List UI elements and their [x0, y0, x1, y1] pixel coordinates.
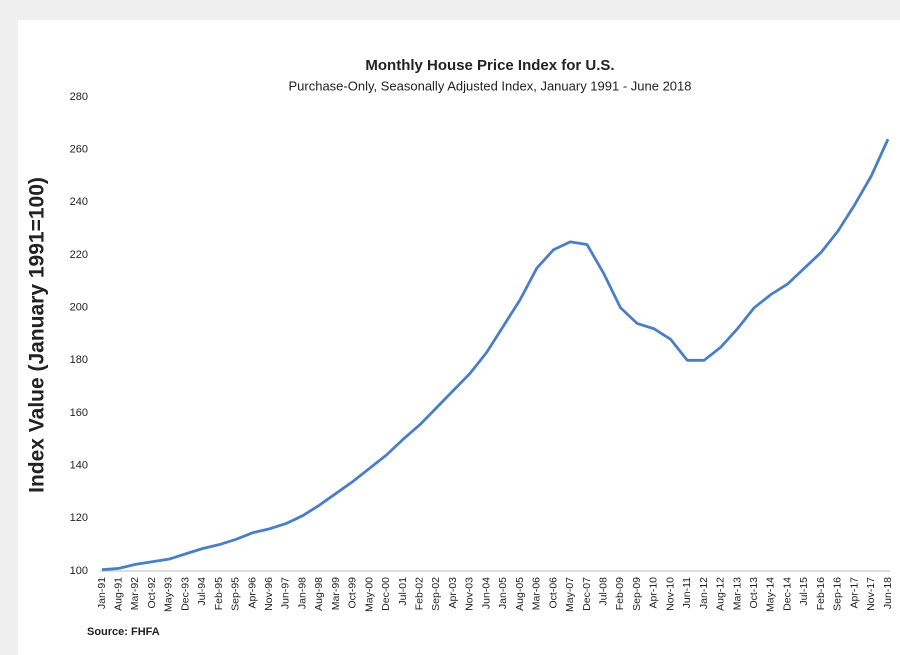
x-tick-label: May-14: [765, 577, 777, 612]
x-tick-label: Oct-13: [748, 577, 760, 609]
x-tick-label: Aug-98: [313, 577, 325, 611]
x-tick-label: Aug-91: [113, 577, 125, 611]
x-tick-label: May-93: [163, 577, 175, 612]
panel: [18, 20, 900, 655]
x-tick-label: Apr-10: [648, 577, 660, 609]
y-tick-label: 220: [70, 249, 88, 261]
x-tick-label: Jul-15: [798, 577, 810, 606]
y-tick-label: 120: [70, 512, 88, 524]
x-tick-label: Feb-16: [815, 577, 827, 610]
y-tick-label: 100: [70, 565, 88, 577]
x-tick-label: Jul-01: [397, 577, 409, 606]
x-tick-label: Nov-10: [664, 577, 676, 611]
x-tick-label: Sep-16: [832, 577, 844, 611]
x-tick-label: Jan-12: [698, 577, 710, 609]
x-tick-label: Nov-03: [464, 577, 476, 611]
x-tick-label: Oct-99: [347, 577, 359, 609]
x-tick-label: Mar-13: [731, 577, 743, 610]
x-tick-label: Aug-05: [514, 577, 526, 611]
y-tick-label: 200: [70, 302, 88, 314]
data-line: [101, 138, 890, 572]
x-tick-label: Nov-17: [865, 577, 877, 611]
x-tick-label: Jan-91: [96, 577, 108, 609]
x-tick-label: Aug-12: [715, 577, 727, 611]
y-tick-label: 180: [70, 354, 88, 366]
x-tick-label: Jan-98: [296, 577, 308, 609]
y-tick-label: 260: [70, 144, 88, 156]
x-tick-label: Oct-06: [547, 577, 559, 609]
x-tick-label: Sep-09: [631, 577, 643, 611]
x-tick-label: Jun-11: [681, 577, 693, 608]
y-axis-label: Index Value (January 1991=100): [26, 177, 49, 493]
y-tick-label: 240: [70, 196, 88, 208]
x-tick-label: Oct-92: [146, 577, 158, 609]
x-tick-label: Dec-14: [781, 577, 793, 611]
x-tick-label: May-00: [363, 577, 375, 612]
y-tick-label: 280: [70, 91, 88, 103]
x-tick-label: Jun-18: [882, 577, 894, 609]
x-tick-label: Jul-08: [597, 577, 609, 606]
x-tick-label: Dec-07: [581, 577, 593, 611]
x-tick-label: Nov-96: [263, 577, 275, 611]
x-tick-label: Jun-04: [480, 577, 492, 609]
x-tick-label: Sep-02: [430, 577, 442, 611]
x-tick-label: Mar-92: [129, 577, 141, 610]
chart-subtitle: Purchase-Only, Seasonally Adjusted Index…: [288, 78, 691, 93]
x-tick-label: Feb-02: [414, 577, 426, 610]
source: Source: FHFA: [87, 626, 160, 638]
x-tick-label: Feb-95: [213, 577, 225, 610]
x-tick-label: Jun-97: [280, 577, 292, 609]
x-tick-label: May-07: [564, 577, 576, 612]
x-tick-label: Jan-05: [497, 577, 509, 609]
y-tick-label: 160: [70, 407, 88, 419]
x-tick-label: Apr-96: [246, 577, 258, 609]
x-tick-label: Dec-00: [380, 577, 392, 611]
x-tick-label: Mar-06: [531, 577, 543, 610]
chart-title: Monthly House Price Index for U.S.: [365, 57, 614, 74]
x-tick-label: Feb-09: [614, 577, 626, 610]
x-tick-label: Sep-95: [230, 577, 242, 611]
x-tick-label: Dec-93: [179, 577, 191, 611]
y-tick-label: 140: [70, 460, 88, 472]
x-tick-label: Jul-94: [196, 577, 208, 606]
x-tick-label: Mar-99: [330, 577, 342, 610]
x-tick-label: Apr-03: [447, 577, 459, 609]
x-tick-label: Apr-17: [848, 577, 860, 609]
